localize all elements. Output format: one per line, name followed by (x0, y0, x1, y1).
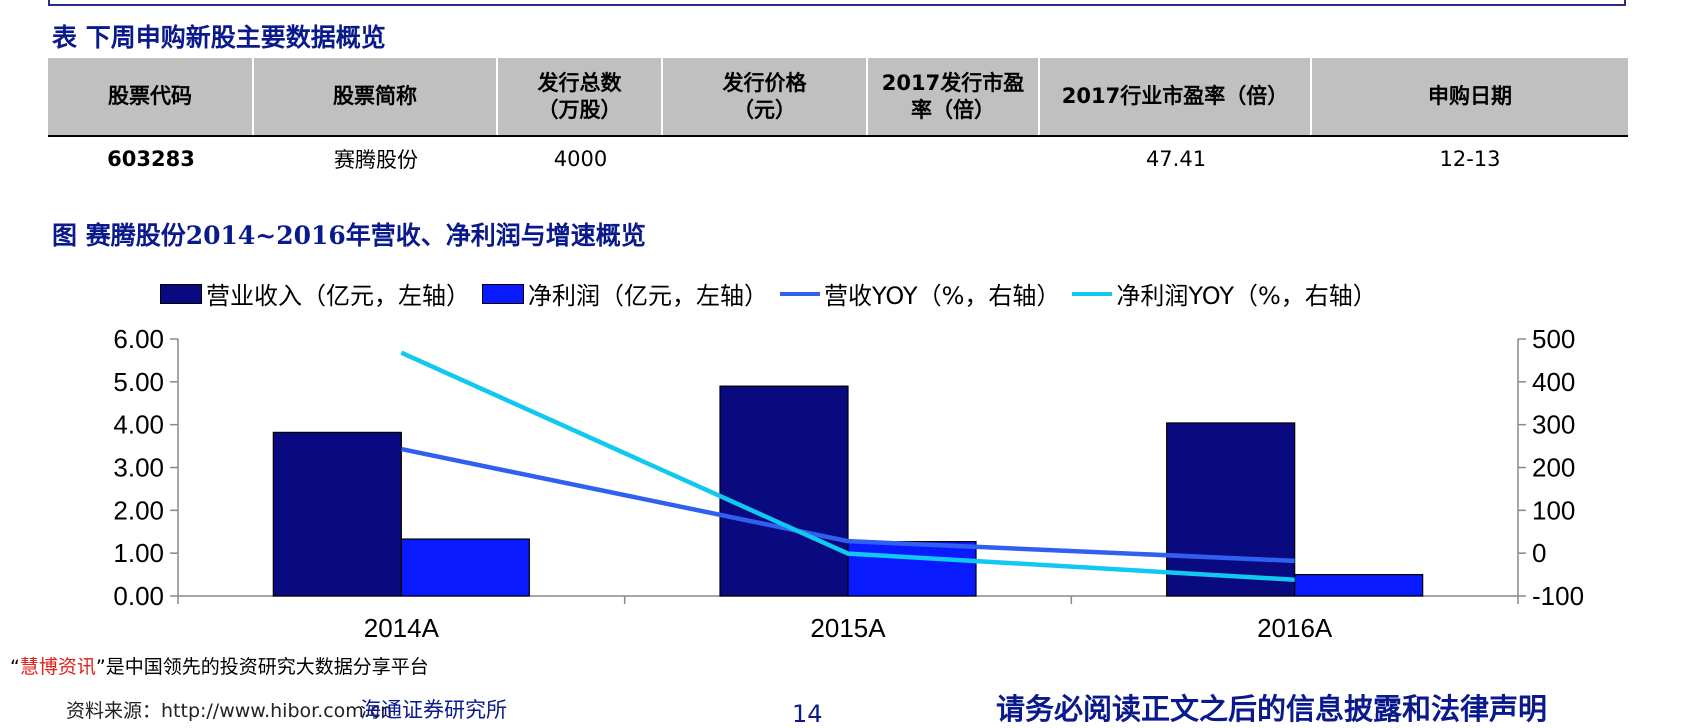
cell-industry-pe: 47.41 (1145, 147, 1207, 171)
bar-revenue (272, 431, 402, 597)
left-tick-label: 6.00 (113, 324, 164, 354)
legend-label: 净利润（亿元，左轴） (528, 282, 768, 310)
chart-legend: 营业收入（亿元，左轴） 净利润（亿元，左轴） 营收YOY（%，右轴） 净利润YO… (160, 276, 1389, 311)
cell-subscription-date: 12-13 (1439, 147, 1501, 171)
legend-swatch (482, 283, 524, 304)
cell-stock-name: 赛腾股份 (334, 148, 418, 172)
right-tick-label: 200 (1532, 453, 1575, 483)
right-tick-label: 300 (1532, 410, 1575, 440)
legend-label: 净利润YOY（%，右轴） (1116, 282, 1377, 310)
x-tick-label: 2016A (1257, 613, 1333, 643)
legend-item: 营业收入（亿元，左轴） (160, 276, 470, 311)
header-issue-pe: 2017发行市盈 率（倍） (868, 58, 1040, 135)
ipo-table: 股票代码 股票简称 发行总数 （万股） 发行价格 （元） 2017发行市盈 率（… (48, 58, 1628, 181)
brand-name: 慧博资讯 (19, 656, 96, 678)
header-issue-volume: 发行总数 （万股） (498, 58, 663, 135)
left-tick-label: 1.00 (113, 538, 164, 568)
legend-item: 净利润（亿元，左轴） (482, 276, 768, 311)
header-stock-name: 股票简称 (254, 58, 498, 135)
right-tick-label: 0 (1532, 538, 1546, 568)
legend-item: 营收YOY（%，右轴） (780, 276, 1060, 311)
legend-swatch (780, 291, 820, 296)
right-tick-label: 100 (1532, 495, 1575, 525)
right-tick-label: 400 (1532, 367, 1575, 397)
legend-swatch (1072, 291, 1113, 296)
platform-tagline: ”是中国领先的投资研究大数据分享平台 (95, 656, 429, 678)
bar-net-profit (1294, 573, 1424, 597)
disclaimer: 请务必阅读正文之后的信息披露和法律声明 (996, 692, 1548, 726)
line-net-profit-yoy (400, 350, 1295, 582)
research-org: 海通证券研究所 (360, 698, 507, 722)
x-tick-label: 2014A (364, 613, 440, 643)
header-subscription-date: 申购日期 (1428, 84, 1512, 108)
cell-stock-code: 603283 (107, 147, 195, 171)
top-frame (48, 0, 1626, 6)
legend-item: 净利润YOY（%，右轴） (1072, 276, 1377, 311)
left-tick-label: 5.00 (113, 367, 164, 397)
legend-label: 营业收入（亿元，左轴） (206, 282, 470, 310)
right-tick-label: 500 (1532, 324, 1575, 354)
bar-revenue (1166, 422, 1296, 597)
page-number: 14 (792, 700, 823, 728)
header-stock-code: 股票代码 (48, 58, 254, 135)
left-tick-label: 0.00 (113, 581, 164, 611)
legend-label: 营收YOY（%，右轴） (824, 282, 1061, 310)
cell-issue-volume: 4000 (553, 147, 608, 171)
platform-note: “慧博资讯”是中国领先的投资研究大数据分享平台 (10, 652, 429, 679)
bar-net-profit (847, 541, 977, 597)
left-tick-label: 2.00 (113, 495, 164, 525)
right-tick-label: -100 (1532, 581, 1584, 611)
table-header: 股票代码 股票简称 发行总数 （万股） 发行价格 （元） 2017发行市盈 率（… (48, 58, 1628, 137)
bar-revenue (719, 385, 849, 597)
header-industry-pe: 2017行业市盈率（倍） (1040, 58, 1312, 135)
line-revenue-yoy (400, 446, 1295, 564)
x-tick-label: 2015A (810, 613, 886, 643)
legend-swatch (160, 283, 202, 304)
left-tick-label: 3.00 (113, 453, 164, 483)
chart-title: 图 赛腾股份2014~2016年营收、净利润与增速概览 (52, 221, 646, 250)
bar-net-profit (400, 538, 530, 597)
header-issue-price: 发行价格 （元） (663, 58, 868, 135)
left-tick-label: 4.00 (113, 410, 164, 440)
quote-open: “ (10, 656, 20, 678)
table-row: 603283 赛腾股份 4000 47.41 12-13 (48, 137, 1628, 181)
table-title: 表 下周申购新股主要数据概览 (52, 23, 386, 52)
source-note: 资料来源：http://www.hibor.com.cn (66, 700, 393, 722)
